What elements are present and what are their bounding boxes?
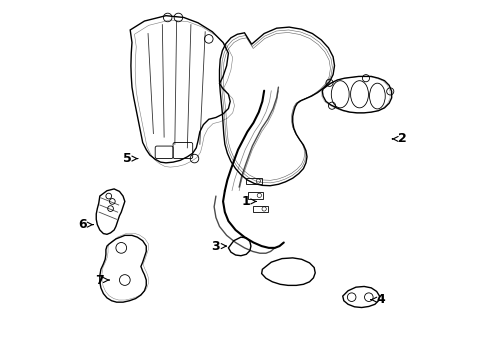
Text: 3: 3 [210,240,226,253]
Text: 2: 2 [392,132,406,145]
Bar [247,192,263,199]
Text: 1: 1 [241,195,255,208]
Text: 5: 5 [123,152,137,165]
Text: 7: 7 [95,274,109,287]
Bar [253,206,267,212]
Bar [246,178,262,184]
Text: 4: 4 [370,293,385,306]
Text: 6: 6 [79,218,93,231]
